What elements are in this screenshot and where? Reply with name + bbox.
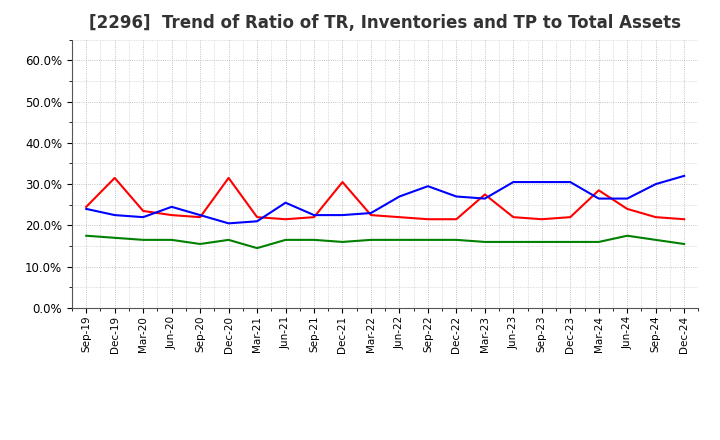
Trade Payables <box>566 239 575 245</box>
Inventories <box>623 196 631 201</box>
Trade Receivables <box>366 213 375 218</box>
Inventories <box>167 204 176 209</box>
Trade Payables <box>110 235 119 240</box>
Inventories <box>566 180 575 185</box>
Trade Receivables <box>566 215 575 220</box>
Inventories <box>82 206 91 212</box>
Inventories <box>423 183 432 189</box>
Inventories <box>366 210 375 216</box>
Trade Payables <box>196 242 204 247</box>
Trade Receivables <box>652 215 660 220</box>
Trade Payables <box>452 237 461 242</box>
Trade Payables <box>167 237 176 242</box>
Trade Receivables <box>595 188 603 193</box>
Trade Receivables <box>509 215 518 220</box>
Trade Receivables <box>282 216 290 222</box>
Inventories <box>139 215 148 220</box>
Inventories <box>110 213 119 218</box>
Inventories <box>196 213 204 218</box>
Trade Payables <box>623 233 631 238</box>
Trade Payables <box>310 237 318 242</box>
Inventories <box>395 194 404 199</box>
Trade Receivables <box>680 216 688 222</box>
Inventories <box>509 180 518 185</box>
Trade Receivables <box>423 216 432 222</box>
Trade Payables <box>366 237 375 242</box>
Trade Receivables <box>452 216 461 222</box>
Trade Payables <box>338 239 347 245</box>
Trade Payables <box>680 242 688 247</box>
Inventories <box>680 173 688 179</box>
Inventories <box>537 180 546 185</box>
Inventories <box>253 219 261 224</box>
Inventories <box>595 196 603 201</box>
Trade Receivables <box>310 215 318 220</box>
Trade Payables <box>509 239 518 245</box>
Trade Receivables <box>82 204 91 209</box>
Trade Receivables <box>480 192 489 197</box>
Inventories <box>225 221 233 226</box>
Trade Payables <box>395 237 404 242</box>
Trade Receivables <box>167 213 176 218</box>
Trade Receivables <box>537 216 546 222</box>
Line: Inventories: Inventories <box>86 176 684 224</box>
Trade Payables <box>595 239 603 245</box>
Inventories <box>452 194 461 199</box>
Trade Payables <box>652 237 660 242</box>
Trade Payables <box>225 237 233 242</box>
Inventories <box>282 200 290 205</box>
Trade Receivables <box>338 180 347 185</box>
Trade Receivables <box>395 215 404 220</box>
Inventories <box>310 213 318 218</box>
Trade Receivables <box>139 208 148 213</box>
Trade Payables <box>82 233 91 238</box>
Inventories <box>480 196 489 201</box>
Trade Receivables <box>110 175 119 180</box>
Trade Payables <box>423 237 432 242</box>
Trade Payables <box>282 237 290 242</box>
Inventories <box>652 181 660 187</box>
Trade Receivables <box>253 215 261 220</box>
Title: [2296]  Trend of Ratio of TR, Inventories and TP to Total Assets: [2296] Trend of Ratio of TR, Inventories… <box>89 15 681 33</box>
Trade Payables <box>253 246 261 251</box>
Trade Payables <box>537 239 546 245</box>
Line: Trade Payables: Trade Payables <box>86 236 684 248</box>
Trade Payables <box>139 237 148 242</box>
Trade Receivables <box>225 175 233 180</box>
Trade Payables <box>480 239 489 245</box>
Inventories <box>338 213 347 218</box>
Trade Receivables <box>196 215 204 220</box>
Trade Receivables <box>623 206 631 212</box>
Line: Trade Receivables: Trade Receivables <box>86 178 684 219</box>
